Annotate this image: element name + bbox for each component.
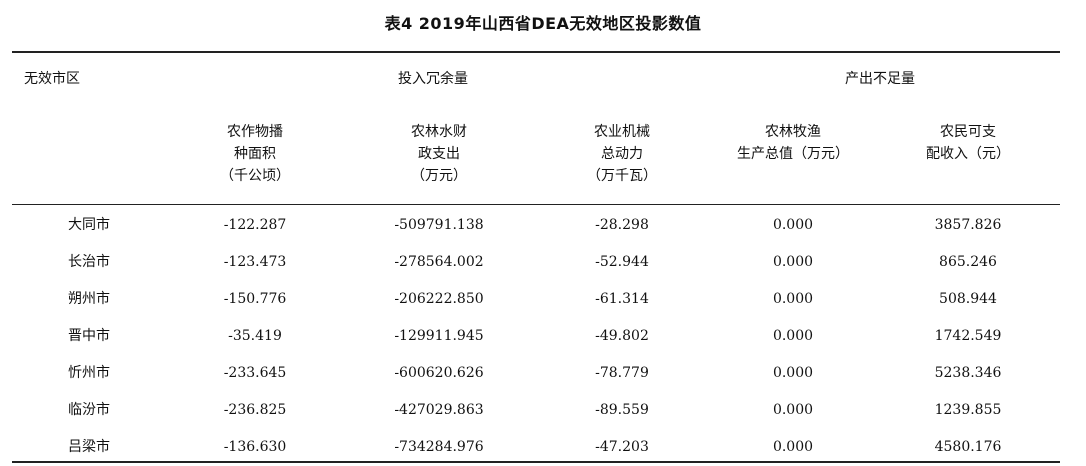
output-group-header: 产出不足量 (845, 71, 915, 87)
region-name: 大同市 (68, 217, 110, 233)
machinery-power-value: -28.298 (595, 217, 649, 233)
agri-output-value: 0.000 (772, 365, 814, 381)
column-header-sown-area: 农作物播 种面积 （千公顷） (155, 121, 355, 187)
farmer-income-value: 1239.855 (934, 402, 1002, 418)
column-header-line: 农业机械 (594, 124, 650, 140)
machinery-power-value: -61.314 (595, 291, 649, 307)
agri-output-value: 0.000 (772, 328, 814, 344)
fiscal-spending-value: -129911.945 (394, 328, 484, 344)
region-name: 忻州市 (68, 365, 110, 381)
table-title: 表4 2019年山西省DEA无效地区投影数值 (384, 14, 702, 33)
agri-output-value: 0.000 (772, 254, 814, 270)
sown-area-value: -122.287 (223, 217, 287, 233)
table-row: 晋中市 -35.419 -129911.945 -49.802 0.000 17… (0, 317, 1086, 354)
machinery-power-value: -49.802 (595, 328, 649, 344)
fiscal-spending-value: -278564.002 (394, 254, 484, 270)
sown-area-value: -136.630 (223, 439, 287, 455)
fiscal-spending-value: -734284.976 (394, 439, 484, 455)
top-rule (12, 51, 1060, 53)
sown-area-value: -35.419 (228, 328, 282, 344)
column-header-line: 配收入（元） (926, 146, 1010, 162)
region-name: 晋中市 (68, 328, 110, 344)
sown-area-value: -236.825 (223, 402, 287, 418)
column-header-line: 总动力 (601, 146, 643, 162)
table-row: 长治市 -123.473 -278564.002 -52.944 0.000 8… (0, 243, 1086, 280)
header-rule (12, 204, 1060, 205)
farmer-income-value: 508.944 (939, 291, 997, 307)
input-group-header: 投入冗余量 (398, 71, 468, 87)
farmer-income-value: 3857.826 (934, 217, 1002, 233)
sown-area-value: -123.473 (223, 254, 287, 270)
farmer-income-value: 865.246 (939, 254, 997, 270)
column-header-line: 农民可支 (940, 124, 996, 140)
column-header-line: 农作物播 (227, 124, 283, 140)
machinery-power-value: -78.779 (595, 365, 649, 381)
column-header-line: 政支出 (418, 146, 460, 162)
column-header-line: （万千瓦） (587, 168, 657, 184)
region-name: 吕梁市 (68, 439, 110, 455)
column-header-agri-output: 农林牧渔 生产总值（万元） (693, 121, 893, 165)
column-header-line: （万元） (411, 168, 467, 184)
farmer-income-value: 1742.549 (934, 328, 1002, 344)
column-header-line: 生产总值（万元） (737, 146, 849, 162)
sown-area-value: -150.776 (223, 291, 287, 307)
fiscal-spending-value: -206222.850 (394, 291, 484, 307)
agri-output-value: 0.000 (772, 217, 814, 233)
machinery-power-value: -89.559 (595, 402, 649, 418)
fiscal-spending-value: -509791.138 (394, 217, 484, 233)
machinery-power-value: -52.944 (595, 254, 649, 270)
region-name: 朔州市 (68, 291, 110, 307)
machinery-power-value: -47.203 (595, 439, 649, 455)
table-row: 忻州市 -233.645 -600620.626 -78.779 0.000 5… (0, 354, 1086, 391)
table-row: 临汾市 -236.825 -427029.863 -89.559 0.000 1… (0, 391, 1086, 428)
agri-output-value: 0.000 (772, 291, 814, 307)
table-row: 朔州市 -150.776 -206222.850 -61.314 0.000 5… (0, 280, 1086, 317)
bottom-rule (12, 461, 1060, 463)
sown-area-value: -233.645 (223, 365, 287, 381)
region-name: 临汾市 (68, 402, 110, 418)
agri-output-value: 0.000 (772, 439, 814, 455)
fiscal-spending-value: -600620.626 (394, 365, 484, 381)
column-header-machinery-power: 农业机械 总动力 （万千瓦） (522, 121, 722, 187)
region-header: 无效市区 (24, 71, 80, 87)
region-name: 长治市 (68, 254, 110, 270)
column-header-line: 农林牧渔 (765, 124, 821, 140)
agri-output-value: 0.000 (772, 402, 814, 418)
column-header-fiscal-spending: 农林水财 政支出 （万元） (339, 121, 539, 187)
fiscal-spending-value: -427029.863 (394, 402, 484, 418)
farmer-income-value: 5238.346 (934, 365, 1002, 381)
farmer-income-value: 4580.176 (934, 439, 1002, 455)
table-row: 吕梁市 -136.630 -734284.976 -47.203 0.000 4… (0, 428, 1086, 465)
column-header-line: （千公顷） (220, 168, 290, 184)
column-header-line: 农林水财 (411, 124, 467, 140)
column-header-line: 种面积 (234, 146, 276, 162)
table-row: 大同市 -122.287 -509791.138 -28.298 0.000 3… (0, 206, 1086, 243)
column-header-farmer-income: 农民可支 配收入（元） (868, 121, 1068, 165)
